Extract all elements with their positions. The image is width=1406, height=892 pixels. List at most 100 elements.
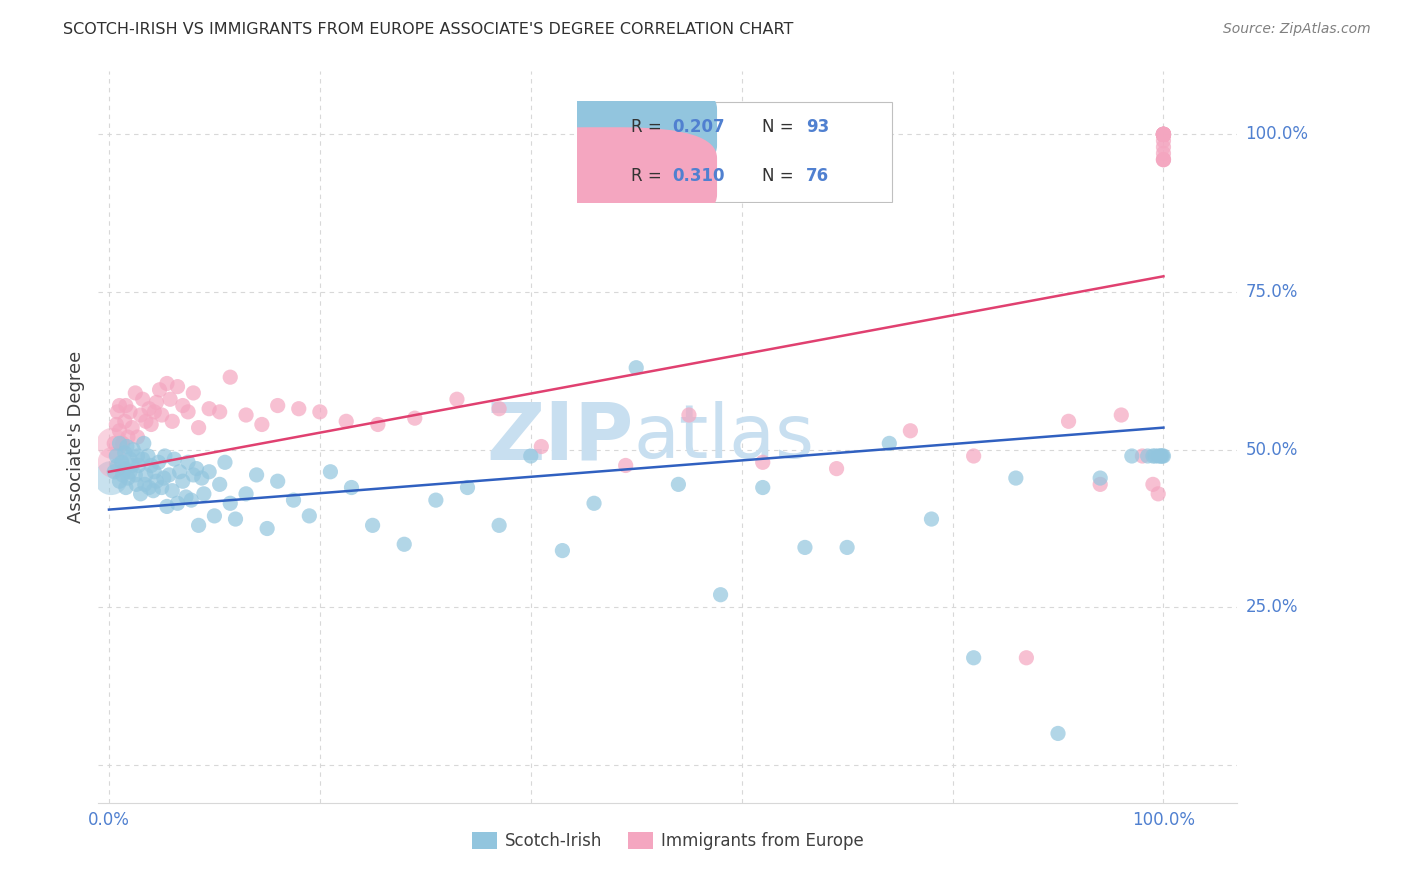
Text: atlas: atlas (634, 401, 814, 474)
Point (877, 436, 901, 450)
Point (186, 461, 208, 475)
Point (150, 408, 173, 422)
Point (198, 401, 221, 416)
Point (267, 399, 290, 413)
Point (219, 370, 242, 384)
Point (121, 420, 143, 434)
Point (132, 452, 155, 467)
Point (361, 518, 384, 533)
Point (962, 650, 984, 665)
Point (183, 386, 205, 401)
Point (163, 452, 186, 467)
Point (367, 417, 389, 432)
Point (1088, 471, 1111, 485)
Point (115, 481, 138, 495)
Point (921, 512, 943, 526)
Point (1153, 146, 1175, 161)
Text: 100.0%: 100.0% (1246, 126, 1309, 144)
Point (177, 405, 200, 419)
Point (1152, 449, 1174, 463)
Point (1153, 153, 1175, 167)
Point (1142, 477, 1164, 491)
Point (1153, 128, 1175, 142)
Text: 75.0%: 75.0% (1246, 283, 1298, 301)
Point (256, 521, 278, 535)
Point (127, 430, 149, 444)
Point (174, 490, 197, 504)
Point (1004, 471, 1026, 485)
Point (108, 474, 131, 488)
Point (1153, 134, 1175, 148)
Point (162, 414, 183, 428)
Point (143, 465, 166, 479)
Point (1153, 128, 1175, 142)
Point (404, 411, 426, 425)
Point (128, 458, 150, 473)
Point (187, 518, 209, 533)
Point (108, 424, 131, 438)
Point (1046, 726, 1070, 740)
Point (250, 417, 273, 432)
Point (1153, 128, 1175, 142)
Point (138, 401, 160, 416)
Point (108, 436, 131, 450)
Point (1136, 449, 1159, 463)
Point (1153, 128, 1175, 142)
Point (235, 487, 257, 501)
Point (335, 414, 357, 428)
Point (105, 417, 128, 432)
Point (446, 392, 468, 407)
Point (153, 471, 174, 485)
Point (149, 383, 172, 397)
Point (120, 452, 141, 467)
Point (124, 386, 146, 401)
Point (1130, 449, 1153, 463)
Point (111, 455, 132, 469)
Point (135, 414, 157, 428)
Point (488, 401, 510, 416)
Point (166, 496, 188, 510)
Point (1111, 408, 1133, 422)
Point (394, 537, 416, 551)
Point (298, 508, 321, 523)
Point (214, 455, 236, 469)
Point (235, 408, 257, 422)
Point (1142, 449, 1164, 463)
Point (114, 461, 136, 475)
Point (145, 474, 167, 488)
Point (530, 440, 553, 454)
Y-axis label: Associate's Degree: Associate's Degree (66, 351, 84, 524)
Point (105, 449, 128, 463)
Point (267, 474, 290, 488)
Point (962, 449, 984, 463)
Point (425, 493, 447, 508)
Text: 25.0%: 25.0% (1246, 599, 1298, 616)
Point (1147, 487, 1170, 501)
Text: ZIP: ZIP (486, 398, 634, 476)
Point (103, 455, 125, 469)
Point (1153, 128, 1175, 142)
Point (582, 496, 605, 510)
Point (1153, 128, 1175, 142)
Point (111, 436, 134, 450)
Point (111, 467, 134, 482)
Point (129, 487, 152, 501)
Point (162, 483, 183, 498)
Point (183, 467, 205, 482)
Point (134, 477, 156, 491)
Point (488, 518, 510, 533)
Point (309, 405, 332, 419)
Point (614, 458, 637, 473)
Point (283, 493, 305, 508)
Point (288, 401, 311, 416)
Point (825, 461, 848, 475)
Point (751, 481, 773, 495)
Point (138, 481, 160, 495)
Point (1149, 449, 1171, 463)
Point (340, 481, 363, 495)
Point (551, 543, 574, 558)
Text: SCOTCH-IRISH VS IMMIGRANTS FROM EUROPE ASSOCIATE'S DEGREE CORRELATION CHART: SCOTCH-IRISH VS IMMIGRANTS FROM EUROPE A… (63, 22, 793, 37)
Point (115, 440, 138, 454)
Point (1057, 414, 1080, 428)
Point (1153, 128, 1175, 142)
